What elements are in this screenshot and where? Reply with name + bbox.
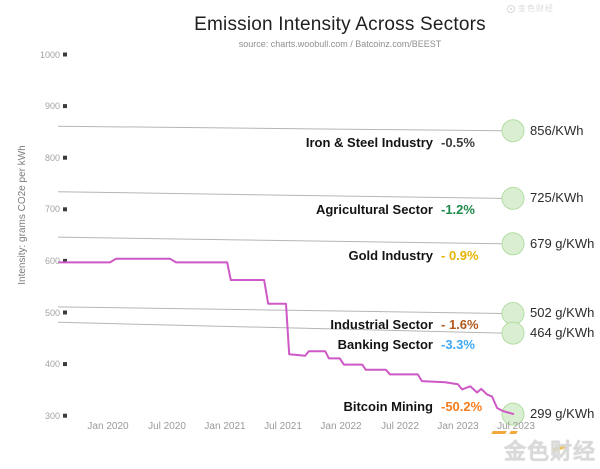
sector-value-gold-industry: 679 g/KWh — [530, 235, 595, 251]
sector-line-gold-industry — [57, 236, 503, 245]
sector-value-bitcoin-mining: 299 g/KWh — [530, 406, 595, 422]
x-tick-label: Jan 2020 — [87, 421, 129, 432]
sector-label-banking-sector: Banking Sector — [337, 337, 433, 353]
value-circle-iron-steel-industry — [501, 119, 525, 143]
sector-change-banking-sector: -3.3% — [441, 337, 475, 353]
y-tick-label: 700 — [44, 204, 60, 215]
x-tick-label: Jan 2022 — [320, 421, 362, 432]
y-tick-label: 900 — [44, 101, 60, 112]
sector-value-banking-sector: 464 g/KWh — [530, 325, 595, 341]
y-tick-marker — [63, 52, 67, 57]
sector-label-agricultural-sector: Agricultural Sector — [315, 202, 433, 218]
watermark-logo-icon — [507, 4, 515, 13]
sector-value-industrial-sector: 502 g/KWh — [530, 305, 595, 321]
sector-line-banking-sector — [57, 321, 503, 334]
page-title: Emission Intensity Across Sectors — [194, 14, 486, 35]
y-tick-marker — [63, 310, 67, 315]
sector-line-agricultural-sector — [57, 191, 503, 199]
bottom-watermark: 金色财经 — [486, 431, 598, 468]
sector-value-agricultural-sector: 725/KWh — [530, 190, 584, 206]
y-tick-label: 600 — [44, 255, 60, 266]
x-tick-label: Jul 2021 — [264, 421, 302, 432]
value-circle-agricultural-sector — [501, 186, 525, 210]
sector-label-industrial-sector: Industrial Sector — [330, 317, 433, 333]
y-tick-label: 800 — [44, 152, 60, 163]
x-tick-label: Jul 2020 — [148, 421, 186, 432]
y-tick-marker — [63, 413, 67, 418]
sector-change-bitcoin-mining: -50.2% — [441, 399, 483, 415]
x-tick-label: Jul 2023 — [497, 421, 535, 432]
y-tick-marker — [63, 362, 67, 367]
x-tick-label: Jan 2023 — [437, 421, 479, 432]
y-tick-label: 1000 — [39, 49, 60, 60]
sector-label-gold-industry: Gold Industry — [348, 247, 434, 263]
chart-source: source: charts.woobull.com / Batcoinz.co… — [238, 39, 442, 49]
y-tick-label: 500 — [44, 307, 60, 318]
sector-change-industrial-sector: - 1.6% — [441, 317, 479, 333]
y-tick-marker — [63, 155, 67, 160]
y-tick-marker — [63, 258, 67, 263]
y-tick-marker — [63, 104, 67, 109]
sector-label-iron-steel-industry: Iron & Steel Industry — [305, 134, 433, 150]
sector-change-gold-industry: - 0.9% — [441, 247, 479, 263]
sector-label-bitcoin-mining: Bitcoin Mining — [343, 399, 433, 415]
y-tick-marker — [63, 207, 67, 212]
x-tick-label: Jan 2021 — [204, 421, 246, 432]
corner-watermark-text: 金色财经 — [518, 4, 554, 13]
y-tick-label: 400 — [44, 359, 60, 370]
sector-value-iron-steel-industry: 856/KWh — [530, 122, 584, 138]
sector-line-industrial-sector — [57, 306, 503, 314]
y-tick-label: 300 — [44, 410, 60, 421]
sector-change-iron-steel-industry: -0.5% — [441, 134, 475, 150]
value-circle-industrial-sector — [501, 301, 525, 325]
x-tick-label: Jul 2022 — [381, 421, 419, 432]
sector-line-iron-steel-industry — [57, 125, 503, 132]
sector-change-agricultural-sector: -1.2% — [441, 202, 475, 218]
bitcoin-mining-line — [58, 257, 515, 416]
value-circle-banking-sector — [501, 321, 525, 345]
value-circle-gold-industry — [501, 232, 525, 256]
corner-watermark: 金色财经 — [507, 3, 554, 14]
bottom-watermark-text: 金色财经 — [503, 439, 596, 464]
